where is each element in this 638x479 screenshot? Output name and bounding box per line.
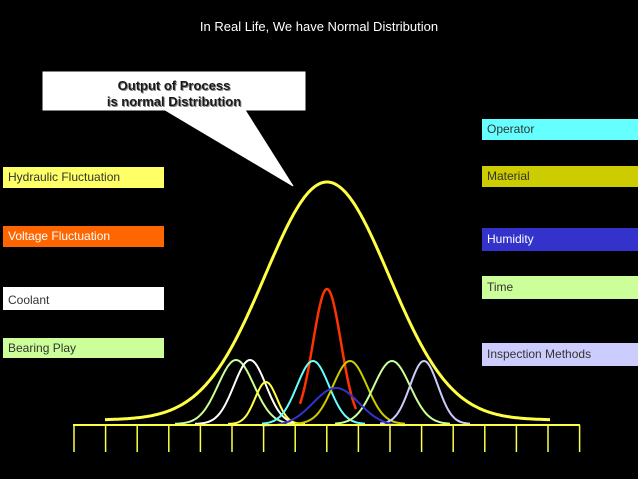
green-curve-1	[175, 358, 297, 425]
label-hydraulic-fluctuation: Hydraulic Fluctuation	[3, 167, 164, 188]
label-operator: Operator	[482, 119, 638, 140]
label-humidity: Humidity	[482, 228, 638, 251]
callout-line-1: Output of Process	[117, 78, 231, 93]
callout-line-2: is normal Distribution	[106, 94, 242, 109]
label-time: Time	[482, 276, 638, 299]
blue-curve	[262, 387, 406, 427]
label-bearing-play: Bearing Play	[3, 338, 164, 358]
green-curve-2	[334, 359, 450, 425]
lavender-curve	[379, 359, 471, 425]
label-coolant: Coolant	[3, 287, 164, 310]
callout-text: Output of Process is normal Distribution	[43, 78, 305, 110]
callout-bubble	[42, 71, 306, 187]
curves-group	[105, 180, 550, 427]
diagram-title: In Real Life, We have Normal Distributio…	[199, 19, 439, 34]
cyan-curve	[261, 359, 366, 425]
output-normal-curve	[105, 180, 550, 422]
white-curve	[195, 358, 301, 425]
label-voltage-fluctuation: Voltage Fluctuation	[3, 226, 164, 247]
label-inspection-methods: Inspection Methods	[482, 343, 638, 366]
yellow-small-curve	[228, 380, 305, 425]
axis-group	[73, 424, 581, 452]
olive-curve	[294, 359, 406, 425]
label-material: Material	[482, 166, 638, 187]
